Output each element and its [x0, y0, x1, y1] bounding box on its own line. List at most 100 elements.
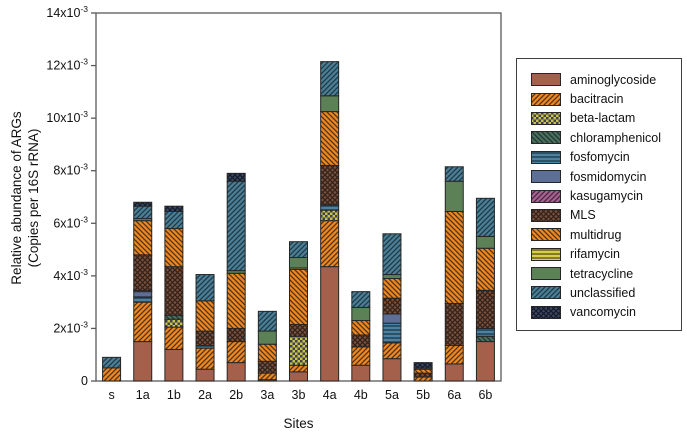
x-tick-label-6b: 6b [478, 388, 492, 402]
bar-segment-4a-MLS [320, 164, 340, 206]
legend-item-MLS: MLS [531, 206, 681, 225]
legend-swatch-vancomycin-icon [531, 305, 561, 319]
bar-segment-6b-unclassified [475, 197, 495, 237]
bar-segment-6a-multidrug [444, 210, 464, 304]
legend-item-rifamycin: rifamycin [531, 245, 681, 264]
x-tick-label-4b: 4b [354, 388, 368, 402]
x-tick-label-6a: 6a [447, 388, 461, 402]
bar-segment-3a-MLS [257, 360, 277, 374]
legend-label-kasugamycin: kasugamycin [570, 189, 643, 204]
bar-segment-6a-MLS [444, 302, 464, 347]
y-tick-label: 4x10-3 [53, 267, 88, 283]
bar-segment-6b-chloramphenicol [475, 335, 495, 343]
bar-segment-4a-fosfomycin [320, 204, 340, 211]
bar-segment-1a-bacitracin [133, 301, 153, 343]
bar-segment-6a-tetracycline [444, 180, 464, 212]
bar-segment-3a-tetracycline [257, 330, 277, 345]
bar-segment-1a-unclassified [133, 205, 153, 220]
legend-swatch-aminoglycoside-icon [531, 73, 561, 87]
bar-segment-4b-aminoglycoside [351, 364, 371, 382]
bar-segment-1a-MLS [133, 254, 153, 291]
bar-segment-1b-vancomycin [164, 205, 184, 212]
legend-item-kasugamycin: kasugamycin [531, 186, 681, 205]
legend-label-vancomycin: vancomycin [570, 305, 636, 320]
y-tick-label: 12x10-3 [46, 57, 88, 73]
y-axis-title: Relative abundance of ARGs (Copies per 1… [8, 68, 44, 328]
x-tick-label-2a: 2a [198, 388, 212, 402]
legend-item-beta-lactam: beta-lactam [531, 109, 681, 128]
bar-segment-2a-bacitracin [195, 347, 215, 370]
x-tick-label-1a: 1a [136, 388, 150, 402]
bar-segment-5b-MLS [413, 372, 433, 378]
bar-segment-s-unclassified [102, 356, 122, 369]
x-tick-label-5b: 5b [416, 388, 430, 402]
y-tick-label: 6x10-3 [53, 214, 88, 230]
y-axis-title-line1: Relative abundance of ARGs [9, 111, 24, 285]
bar-segment-6b-fosfomycin [475, 327, 495, 337]
bar-segment-6a-bacitracin [444, 345, 464, 365]
legend-label-unclassified: unclassified [570, 285, 636, 300]
bar-segment-6b-multidrug [475, 247, 495, 291]
bar-segment-3b-tetracycline [289, 256, 308, 269]
bar-segment-1b-beta-lactam [164, 318, 184, 328]
y-tick-label: 10x10-3 [46, 109, 88, 125]
legend-label-fosmidomycin: fosmidomycin [570, 169, 647, 184]
x-tick-label-1b: 1b [167, 388, 181, 402]
bar-segment-6b-MLS [475, 289, 495, 329]
bar-segment-4a-multidrug [320, 111, 340, 166]
legend-swatch-unclassified-icon [531, 286, 561, 300]
legend-swatch-fosfomycin-icon [531, 150, 561, 164]
legend-item-vancomycin: vancomycin [531, 303, 681, 322]
bar-segment-2b-bacitracin [226, 341, 246, 364]
bar-segment-s-bacitracin [102, 367, 122, 382]
bar-segment-1a-aminoglycoside [133, 341, 153, 382]
legend: aminoglycoside bacitracin beta-lactam chlor… [516, 58, 682, 331]
bar-segment-5a-bacitracin [382, 342, 402, 360]
y-tick-label: 2x10-3 [53, 319, 88, 335]
bar-segment-1b-bacitracin [164, 326, 184, 350]
legend-swatch-bacitracin-icon [531, 92, 561, 106]
legend-label-chloramphenicol: chloramphenicol [570, 130, 662, 145]
legend-item-tetracycline: tetracycline [531, 264, 681, 283]
legend-item-fosmidomycin: fosmidomycin [531, 167, 681, 186]
legend-label-aminoglycoside: aminoglycoside [570, 72, 657, 87]
x-tick-label-3b: 3b [292, 388, 306, 402]
bar-segment-5b-bacitracin [413, 376, 433, 382]
legend-swatch-fosmidomycin-icon [531, 170, 561, 184]
bar-segment-2b-multidrug [226, 272, 246, 329]
bar-segment-1b-aminoglycoside [164, 348, 184, 382]
bar-segment-5a-tetracycline [382, 274, 402, 279]
bar-segment-6a-unclassified [444, 166, 464, 182]
legend-label-tetracycline: tetracycline [570, 266, 634, 281]
legend-label-beta-lactam: beta-lactam [570, 111, 636, 126]
bar-segment-4a-bacitracin [320, 220, 340, 268]
legend-item-multidrug: multidrug [531, 225, 681, 244]
bar-segment-4a-beta-lactam [320, 209, 340, 222]
legend-item-unclassified: unclassified [531, 283, 681, 302]
bar-segment-1b-chloramphenicol [164, 314, 184, 320]
bar-segment-3b-bacitracin [289, 364, 308, 373]
legend-item-aminoglycoside: aminoglycoside [531, 70, 681, 89]
bar-segment-5a-aminoglycoside [382, 358, 402, 382]
legend-swatch-tetracycline-icon [531, 267, 561, 281]
bar-segment-3b-multidrug [289, 268, 308, 325]
bar-segment-2b-MLS [226, 327, 246, 343]
y-axis-title-line2: (Copies per 16S rRNA) [26, 128, 41, 268]
bar-segment-2b-vancomycin [226, 172, 246, 182]
legend-swatch-multidrug-icon [531, 228, 561, 242]
bar-segment-1a-multidrug [133, 220, 153, 256]
bar-segment-3a-multidrug [257, 343, 277, 362]
bar-segment-1a-vancomycin [133, 201, 153, 207]
bar-segment-4a-unclassified [320, 61, 340, 97]
bar-segment-6a-aminoglycoside [444, 363, 464, 382]
bar-segment-4b-bacitracin [351, 346, 371, 366]
legend-label-fosfomycin: fosfomycin [570, 150, 630, 165]
legend-item-chloramphenicol: chloramphenicol [531, 128, 681, 147]
x-tick-label-4a: 4a [323, 388, 337, 402]
bar-segment-3a-unclassified [257, 310, 277, 332]
bar-segment-3b-MLS [289, 323, 308, 337]
bar-segment-5a-MLS [382, 297, 402, 315]
y-tick-label: 14x10-3 [46, 4, 88, 20]
